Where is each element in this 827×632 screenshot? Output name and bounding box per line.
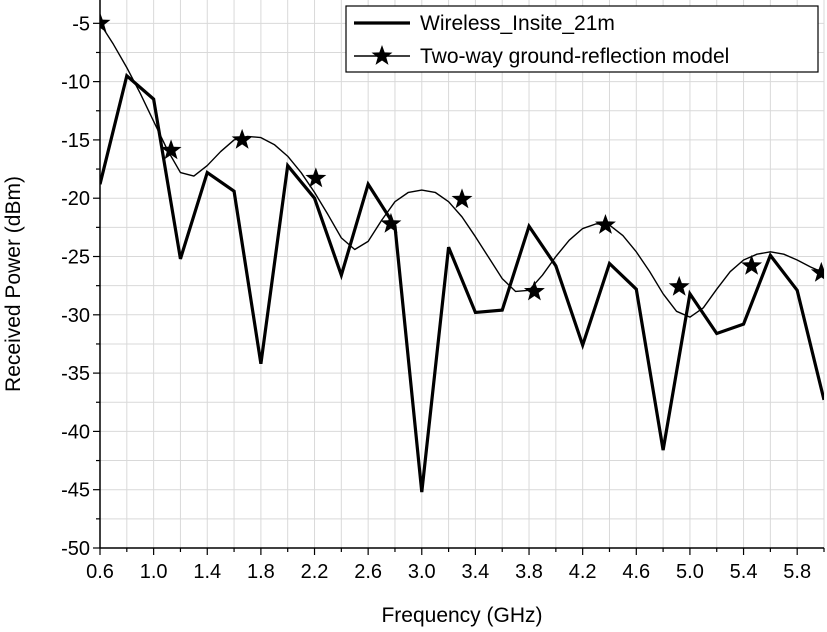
x-axis-title: Frequency (GHz)	[381, 604, 542, 627]
x-tick-label: 0.6	[86, 561, 114, 583]
y-axis-title: Received Power (dBm)	[2, 176, 25, 392]
x-tick-label: 5.8	[783, 561, 811, 583]
x-tick-label: 1.8	[247, 561, 275, 583]
series-layer	[100, 12, 824, 493]
legend-star-icon	[371, 45, 393, 65]
legend: Wireless_Insite_21m Two-way ground-reflec…	[345, 5, 819, 73]
plot-area	[100, 0, 824, 548]
data-point-star	[160, 139, 182, 160]
x-tick-label: 5.4	[730, 561, 758, 583]
legend-box	[345, 5, 819, 73]
x-tick-label: 2.2	[301, 561, 329, 583]
y-tick-label: -5	[72, 13, 90, 35]
data-point-star	[305, 167, 327, 188]
y-tick-label: -35	[61, 363, 90, 385]
y-tick-label: -45	[61, 480, 90, 502]
data-point-star	[810, 261, 824, 282]
y-tick-label: -40	[61, 421, 90, 443]
x-tick-label: 3.4	[462, 561, 490, 583]
x-tick-label: 4.6	[622, 561, 650, 583]
data-point-star	[451, 188, 473, 209]
legend-label-wireless-insite: Wireless_Insite_21m	[420, 12, 615, 35]
y-tick-label: -10	[61, 72, 90, 94]
x-tick-label: 2.6	[354, 561, 382, 583]
x-tick-label: 5.0	[676, 561, 704, 583]
data-point-star	[523, 280, 545, 301]
series-line-wireless-insite	[100, 72, 824, 493]
data-point-star	[100, 12, 111, 33]
data-point-star	[595, 214, 616, 234]
y-tick-label: -50	[61, 538, 90, 560]
data-point-star	[231, 128, 253, 149]
y-tick-label: -15	[61, 130, 90, 152]
data-point-star	[741, 254, 763, 275]
series-line-two-way-model	[100, 22, 824, 318]
data-point-star	[668, 275, 690, 296]
x-tick-label: 1.0	[140, 561, 168, 583]
data-point-star	[380, 212, 402, 233]
legend-label-two-way-model: Two-way ground-reflection model	[420, 45, 729, 68]
x-tick-label: 4.2	[569, 561, 597, 583]
x-tick-label: 3.0	[408, 561, 436, 583]
axes: 0.6 1.0 1.4 1.8 2.2 2.6 3.0 3.4 3.8 4.2 4.6 5.0 5.4 5…	[61, 0, 825, 583]
y-tick-label: -20	[61, 188, 90, 210]
y-tick-label: -25	[61, 247, 90, 269]
x-tick-label: 1.4	[193, 561, 221, 583]
x-tick-label: 3.8	[515, 561, 543, 583]
y-tick-label: -30	[61, 305, 90, 327]
